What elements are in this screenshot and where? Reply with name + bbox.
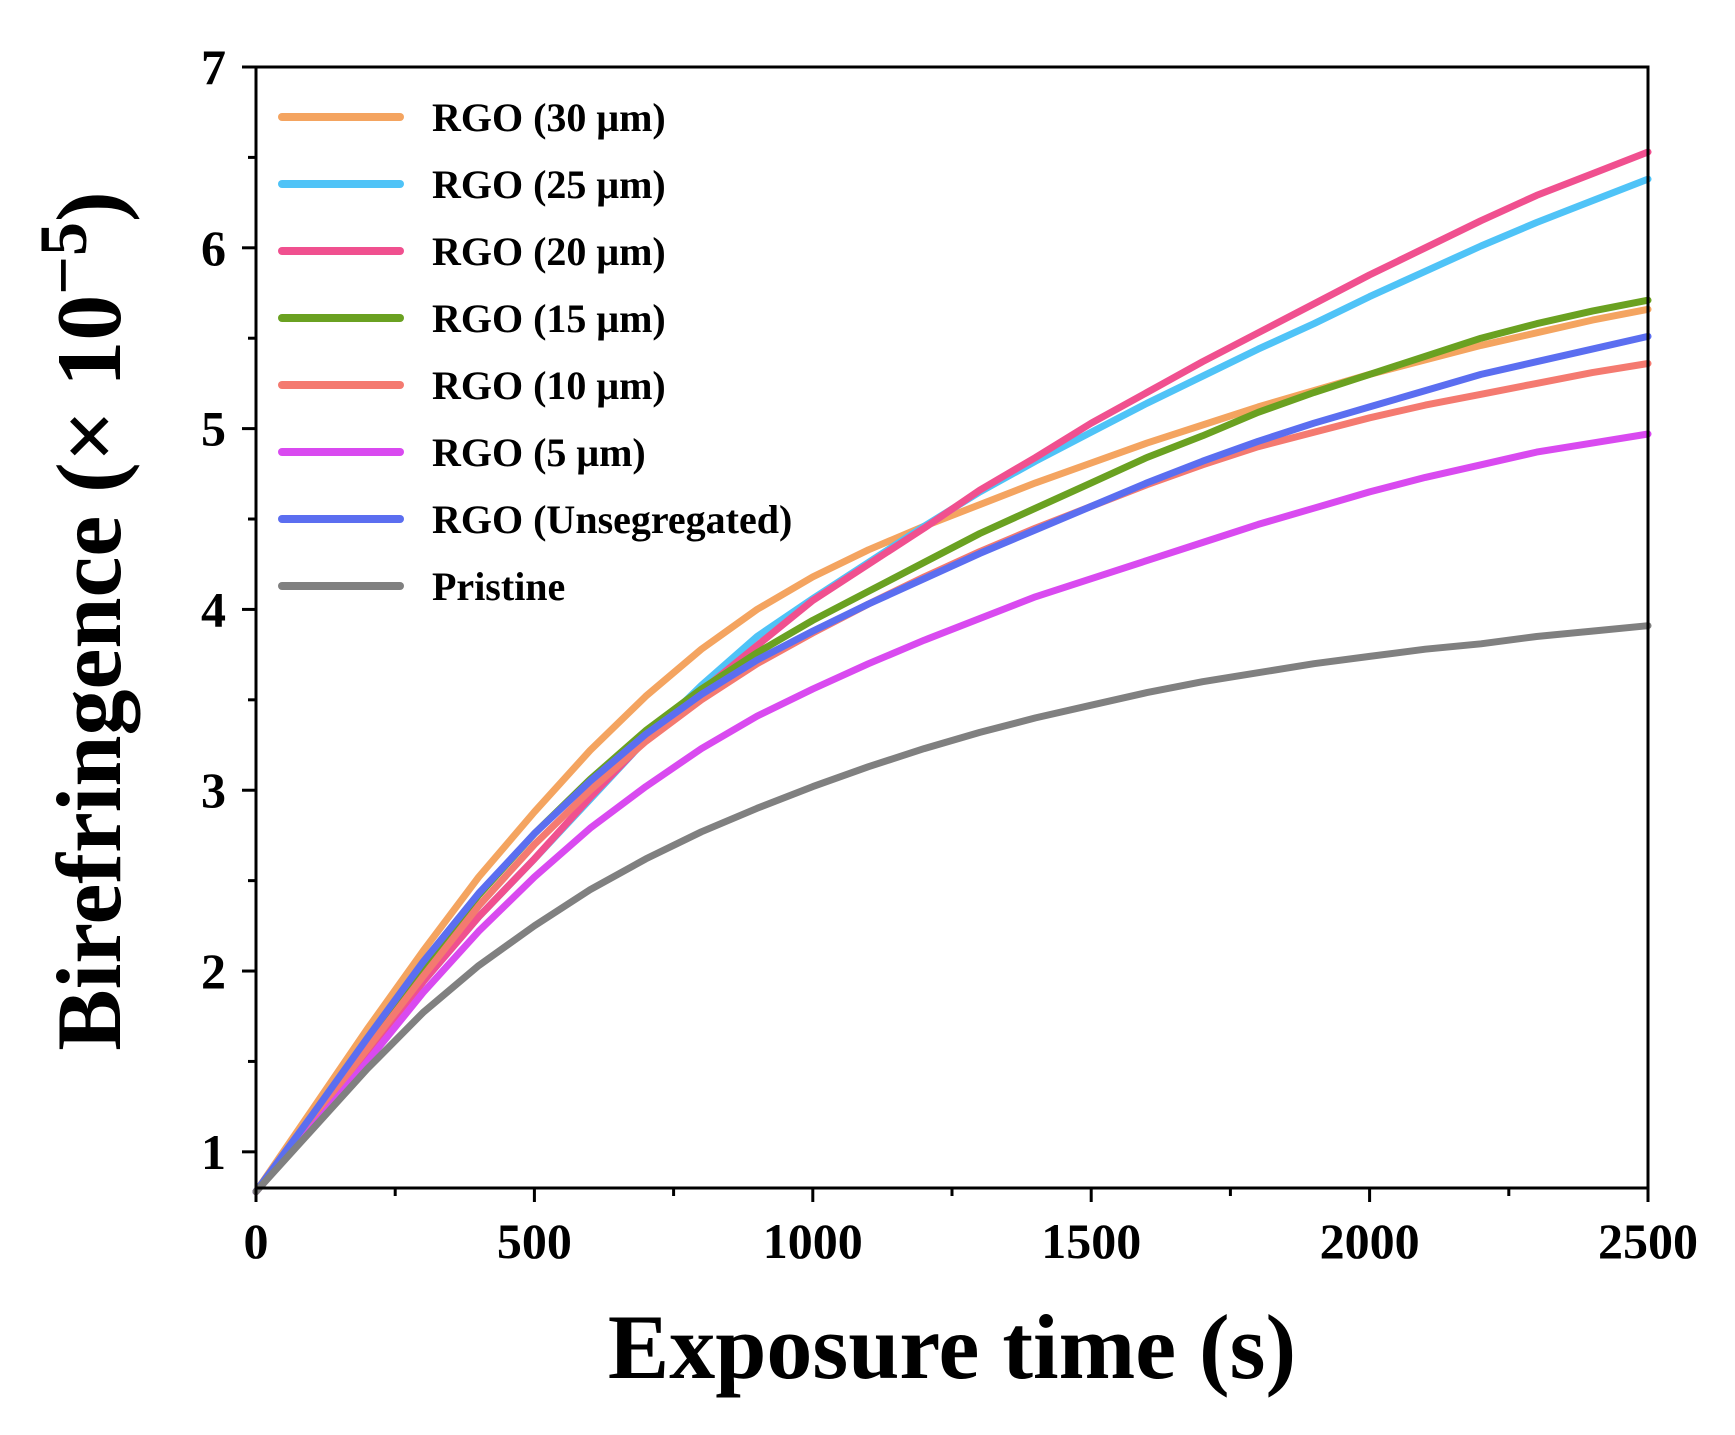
- y-tick-label-4: 5: [201, 401, 226, 457]
- legend-label-4: RGO (10 μm): [432, 363, 666, 408]
- series-layer: [252, 148, 1652, 1196]
- y-tick-label-6: 7: [201, 39, 226, 95]
- x-tick-label-3: 1500: [1041, 1213, 1141, 1269]
- y-axis-title-exponent: −5: [25, 222, 101, 295]
- y-tick-label-1: 2: [201, 943, 226, 999]
- x-tick-label-0: 0: [244, 1213, 269, 1269]
- x-tick-label-2: 1000: [763, 1213, 863, 1269]
- y-axis-title-close: ): [38, 191, 140, 222]
- y-tick-label-0: 1: [201, 1124, 226, 1180]
- y-tick-label-2: 3: [201, 762, 226, 818]
- series-line-4: [252, 360, 1652, 1196]
- legend: RGO (30 μm) RGO (25 μm) RGO (20 μm) RGO (15…: [278, 95, 792, 609]
- axes-layer: 0 500 1000 1500 2000 2500 1 2 3 4 5 6 7: [201, 39, 1698, 1269]
- x-tick-label-4: 2000: [1320, 1213, 1420, 1269]
- x-axis-title: Exposure time (s): [608, 1296, 1296, 1398]
- y-tick-label-5: 6: [201, 220, 226, 276]
- legend-label-3: RGO (15 μm): [432, 296, 666, 341]
- series-line-6: [252, 332, 1652, 1196]
- x-tick-label-1: 500: [497, 1213, 572, 1269]
- legend-label-2: RGO (20 μm): [432, 229, 666, 274]
- legend-label-7: Pristine: [432, 564, 565, 609]
- y-axis-title: Birefringence (× 10−5): [25, 191, 140, 1050]
- series-line-5: [252, 430, 1652, 1196]
- series-line-2: [252, 148, 1652, 1196]
- x-tick-label-5: 2500: [1598, 1213, 1698, 1269]
- y-tick-label-3: 4: [201, 581, 226, 637]
- y-axis-title-main: Birefringence (× 10: [38, 295, 140, 1051]
- legend-label-5: RGO (5 μm): [432, 430, 646, 475]
- legend-label-6: RGO (Unsegregated): [432, 497, 792, 542]
- legend-label-1: RGO (25 μm): [432, 162, 666, 207]
- series-line-7: [252, 622, 1652, 1196]
- legend-label-0: RGO (30 μm): [432, 95, 666, 140]
